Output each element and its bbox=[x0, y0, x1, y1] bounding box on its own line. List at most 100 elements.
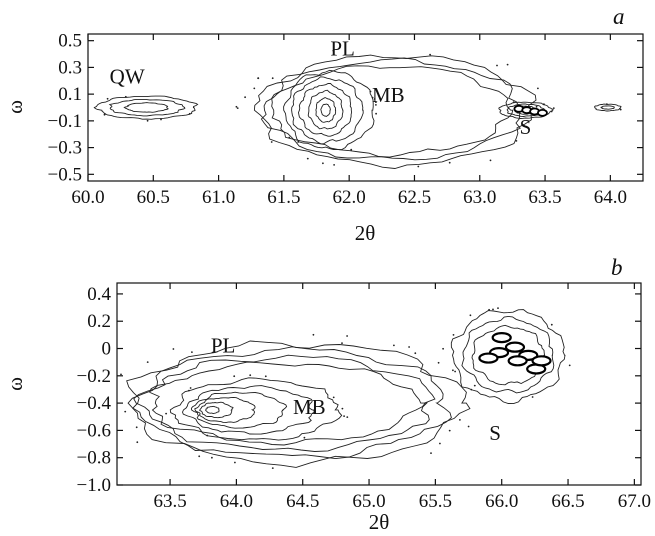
noise-speck bbox=[375, 104, 377, 106]
noise-speck bbox=[106, 97, 109, 100]
panel-a-annotation-qw: QW bbox=[110, 64, 145, 88]
noise-speck bbox=[124, 95, 127, 98]
panel-b-x-tick-label: 66.0 bbox=[485, 491, 518, 512]
noise-speck bbox=[515, 140, 518, 142]
noise-speck bbox=[369, 90, 372, 93]
noise-speck bbox=[235, 105, 238, 108]
panel-b-annotation-s: S bbox=[489, 421, 501, 445]
panel-b-y-tick-label: 0 bbox=[102, 339, 112, 360]
contour-pl-level bbox=[271, 65, 514, 158]
noise-speck bbox=[568, 364, 571, 367]
contour-s-level bbox=[498, 101, 554, 119]
noise-speck bbox=[322, 162, 324, 165]
noise-speck bbox=[414, 352, 417, 355]
panel-b-y-tick-label: −0.6 bbox=[77, 420, 111, 441]
panel-a-annotation-mb: MB bbox=[372, 83, 405, 107]
contour-pl-level bbox=[126, 340, 471, 468]
panel-a-x-axis-label: 2θ bbox=[355, 221, 376, 245]
noise-speck bbox=[146, 119, 149, 122]
noise-speck bbox=[452, 369, 454, 372]
panel-a-y-tick-label: −0.5 bbox=[48, 164, 82, 185]
panel-a-x-tick-label: 64.0 bbox=[594, 187, 627, 208]
panel-a-y-tick-label: −0.3 bbox=[48, 138, 82, 159]
contour-qw-level bbox=[108, 98, 186, 117]
contour-qw-level bbox=[123, 102, 169, 113]
panel-a-x-tick-label: 60.0 bbox=[71, 187, 104, 208]
noise-speck bbox=[253, 87, 256, 90]
contour-mb-level bbox=[283, 69, 375, 151]
noise-speck bbox=[543, 103, 545, 105]
noise-speck bbox=[448, 429, 451, 432]
noise-speck bbox=[550, 110, 553, 113]
panel-b: 63.5 64.0 64.5 65.0 65.5 66.0 66.5 67.0 0.4 0.2 0 −… bbox=[3, 255, 651, 534]
noise-speck bbox=[535, 105, 538, 108]
noise-speck bbox=[506, 63, 509, 66]
noise-speck bbox=[233, 375, 236, 378]
panel-b-x-tick-label: 65.5 bbox=[419, 491, 452, 512]
noise-speck bbox=[206, 434, 209, 437]
noise-speck bbox=[257, 77, 259, 80]
noise-speck bbox=[341, 342, 343, 344]
noise-speck bbox=[136, 441, 139, 444]
contour-pl-level bbox=[253, 54, 537, 169]
noise-speck bbox=[234, 461, 236, 464]
noise-speck bbox=[454, 370, 456, 373]
contour-qw-level bbox=[93, 95, 199, 120]
noise-speck bbox=[375, 112, 377, 115]
noise-speck bbox=[488, 308, 490, 311]
panel-a-x-tick-label: 61.5 bbox=[267, 187, 300, 208]
substrate-spot bbox=[478, 352, 499, 364]
panel-b-y-tick-label: 0.4 bbox=[87, 284, 111, 305]
panel-a-annotation-pl: PL bbox=[330, 36, 355, 60]
noise-speck bbox=[303, 436, 306, 439]
substrate-spot bbox=[491, 331, 512, 344]
contour-mb-level bbox=[182, 385, 315, 435]
panel-b-y-tick-label: −0.4 bbox=[77, 393, 112, 414]
substrate-spot bbox=[504, 341, 526, 353]
contour-mb-level bbox=[199, 401, 234, 419]
noise-speck bbox=[297, 141, 299, 143]
noise-speck bbox=[606, 103, 608, 105]
noise-speck bbox=[341, 407, 344, 410]
contour-mb-level bbox=[307, 89, 344, 130]
noise-speck bbox=[373, 98, 376, 100]
panel-a-y-tick-label: −0.1 bbox=[48, 111, 82, 132]
noise-speck bbox=[619, 108, 622, 111]
panel-b-x-tick-label: 65.0 bbox=[352, 491, 385, 512]
noise-speck bbox=[393, 344, 395, 347]
noise-speck bbox=[135, 426, 138, 429]
noise-speck bbox=[552, 107, 555, 109]
noise-speck bbox=[417, 165, 420, 168]
noise-speck bbox=[346, 416, 349, 418]
panel-b-x-tick-label: 67.0 bbox=[618, 491, 651, 512]
contour-satellite-level bbox=[594, 103, 622, 112]
noise-speck bbox=[473, 384, 476, 387]
noise-speck bbox=[249, 374, 252, 377]
contour-mb-level bbox=[315, 97, 337, 123]
panel-a-x-tick-label: 61.0 bbox=[202, 187, 235, 208]
panel-a-plot-frame bbox=[87, 33, 644, 182]
panel-b-annotation-pl: PL bbox=[211, 334, 236, 358]
noise-speck bbox=[103, 113, 106, 116]
noise-speck bbox=[172, 348, 175, 350]
panel-a-y-tick-label: 0.3 bbox=[58, 57, 82, 78]
panel-b-x-tick-label: 66.5 bbox=[551, 491, 584, 512]
noise-speck bbox=[442, 347, 444, 350]
noise-speck bbox=[497, 307, 499, 309]
contour-s-level bbox=[471, 324, 546, 386]
contour-pl-level bbox=[133, 354, 436, 452]
noise-speck bbox=[408, 346, 410, 348]
noise-speck bbox=[188, 112, 191, 115]
substrate-spot bbox=[531, 355, 552, 367]
noise-speck bbox=[448, 161, 451, 164]
contour-pl-level bbox=[260, 57, 522, 161]
panel-a-y-tick-label: 0.5 bbox=[58, 31, 82, 52]
panel-b-label: b bbox=[611, 255, 623, 280]
noise-speck bbox=[236, 107, 239, 109]
noise-speck bbox=[312, 333, 315, 336]
noise-speck bbox=[496, 64, 498, 67]
contour-mb-level bbox=[298, 83, 353, 137]
noise-speck bbox=[333, 164, 335, 166]
panel-a-y-tick-label: 0.1 bbox=[58, 84, 82, 105]
